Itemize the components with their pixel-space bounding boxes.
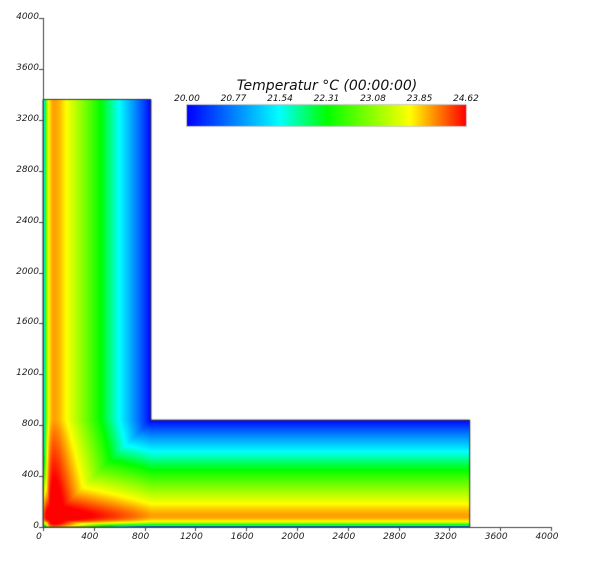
colorbar-tick-label: 24.62: [453, 94, 479, 104]
colorbar-tick-label: 23.85: [406, 94, 433, 104]
x-tick-label: 2400: [332, 532, 356, 542]
x-tick-label: 3600: [484, 532, 508, 542]
y-tick-label: 2000: [16, 266, 39, 277]
colorbar-tick-label: 21.54: [267, 94, 293, 104]
y-tick-label: 400: [21, 470, 39, 481]
x-tick-label: 4000: [535, 532, 559, 542]
x-tick-label: 3200: [433, 532, 457, 542]
colorbar-tick-label: 20.00: [174, 94, 200, 104]
y-tick-label: 1200: [16, 368, 39, 379]
y-tick-label: 3200: [16, 113, 39, 124]
x-tick-label: 400: [81, 532, 99, 542]
x-tick-label: 0: [36, 532, 42, 542]
colorbar-title: Temperatur °C (00:00:00): [236, 78, 418, 94]
x-tick-label: 1600: [230, 532, 254, 542]
y-tick-label: 2800: [16, 164, 39, 175]
x-tick-label: 2800: [383, 532, 407, 542]
y-tick-label: 0: [33, 521, 39, 531]
x-tick-label: 1200: [179, 532, 203, 542]
y-tick-label: 4000: [16, 12, 39, 22]
x-tick-label: 2000: [281, 532, 305, 542]
colorbar-tick-label: 23.08: [360, 94, 386, 104]
colorbar-tick-label: 20.77: [220, 94, 247, 104]
y-tick-label: 1600: [16, 317, 39, 328]
colorbar-tick-label: 22.31: [313, 94, 340, 104]
y-tick-label: 2400: [16, 215, 39, 226]
y-tick-label: 3600: [16, 62, 39, 73]
y-tick-label: 800: [21, 419, 39, 430]
x-tick-label: 800: [132, 532, 150, 542]
